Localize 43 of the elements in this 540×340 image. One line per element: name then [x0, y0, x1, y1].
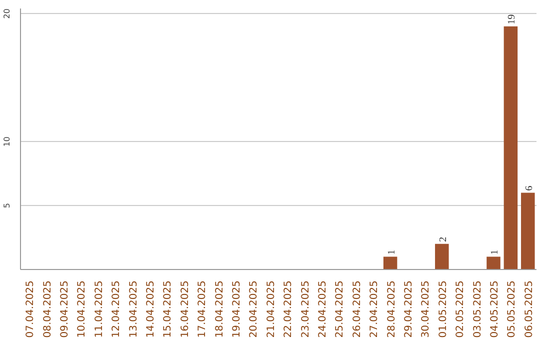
bar [435, 244, 449, 270]
x-tick-label: 14.04.2025 [146, 280, 156, 338]
y-tick-label: 20 [2, 8, 12, 19]
x-tick-label: 11.04.2025 [94, 280, 105, 338]
x-tick-label: 02.05.2025 [455, 280, 466, 338]
x-tick-label: 24.04.2025 [318, 280, 328, 338]
x-tick-label: 20.04.2025 [248, 280, 260, 338]
x-tick-label: 06.05.2025 [524, 280, 535, 338]
x-tick-label: 04.05.2025 [490, 280, 500, 338]
bar [486, 256, 500, 270]
data-label: 1 [386, 250, 398, 255]
x-tick-label: 23.04.2025 [300, 280, 312, 338]
x-tick-label: 09.04.2025 [60, 280, 70, 338]
data-label: 2 [438, 236, 449, 242]
x-tick-label: 03.05.2025 [472, 280, 484, 338]
x-tick-label: 10.04.2025 [76, 280, 88, 338]
x-tick-label: 16.04.2025 [180, 280, 191, 338]
x-tick-label: 15.04.2025 [162, 280, 174, 338]
x-tick-label: 08.04.2025 [42, 280, 54, 338]
x-tick-label: 30.04.2025 [420, 280, 432, 338]
bar [383, 256, 398, 270]
y-tick-label: 5 [2, 202, 12, 208]
x-tick-label: 25.04.2025 [334, 280, 346, 338]
x-tick-label: 17.04.2025 [197, 280, 208, 338]
x-tick-label: 19.04.2025 [232, 280, 242, 338]
x-tick-label: 18.04.2025 [214, 280, 226, 338]
data-label: 19 [506, 14, 518, 24]
x-tick-label: 05.05.2025 [506, 280, 518, 338]
x-tick-label: 28.04.2025 [386, 280, 398, 338]
x-tick-label: 21.04.2025 [266, 280, 277, 338]
x-tick-label: 27.04.2025 [369, 280, 380, 338]
x-tick-label: 29.04.2025 [404, 280, 414, 338]
bar [504, 26, 518, 270]
x-tick-label: 26.04.2025 [352, 280, 363, 338]
x-tick-label: 13.04.2025 [128, 280, 140, 338]
x-tick-label: 12.04.2025 [111, 280, 122, 338]
x-tick-label: 01.05.2025 [438, 280, 449, 338]
bar [521, 192, 535, 270]
y-tick-label: 10 [2, 136, 12, 147]
data-label: 6 [524, 186, 535, 191]
data-label: 1 [490, 250, 500, 255]
x-tick-label: 22.04.2025 [283, 280, 294, 338]
x-tick-label: 07.04.2025 [25, 280, 36, 338]
